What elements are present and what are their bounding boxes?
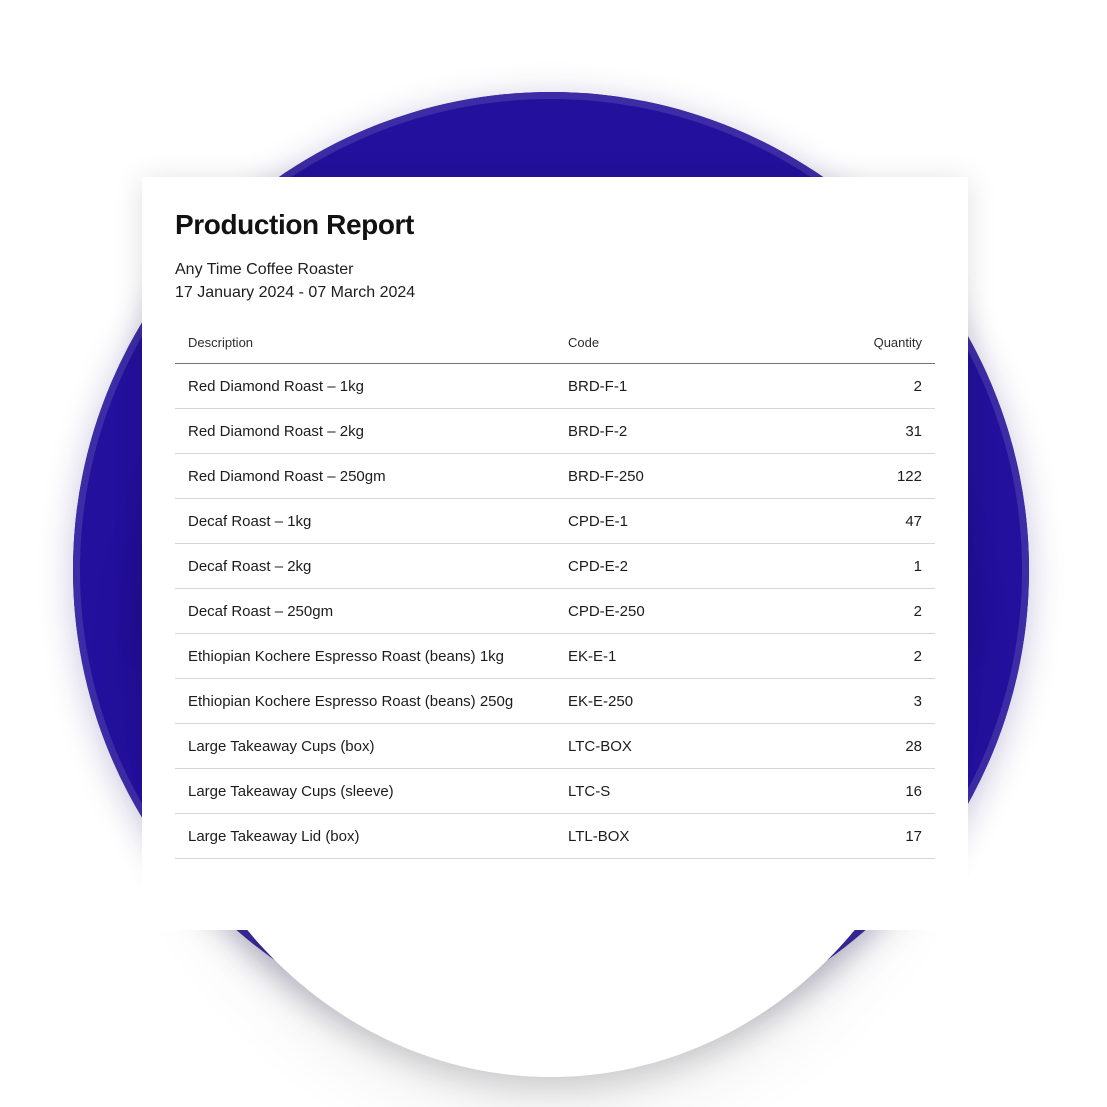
table-row: Large Takeaway Cups (sleeve) LTC-S 16 — [175, 768, 935, 814]
cell-quantity: 122 — [760, 453, 935, 499]
cell-code: CPD-E-1 — [555, 498, 761, 544]
cell-description: Red Diamond Roast – 1kg — [175, 363, 555, 409]
cell-quantity: 2 — [760, 588, 935, 634]
table-row: Ethiopian Kochere Espresso Roast (beans)… — [175, 678, 935, 724]
cell-code: LTC-BOX — [555, 723, 761, 769]
table-row: Large Takeaway Lid (box) LTL-BOX 17 — [175, 813, 935, 859]
cell-code: BRD-F-250 — [555, 453, 761, 499]
table-row: Decaf Roast – 250gm CPD-E-250 2 — [175, 588, 935, 634]
cell-quantity: 17 — [760, 813, 935, 859]
cell-code: EK-E-250 — [555, 678, 761, 724]
cell-description: Large Takeaway Cups (box) — [175, 723, 555, 769]
cell-description: Decaf Roast – 250gm — [175, 588, 555, 634]
cell-description: Ethiopian Kochere Espresso Roast (beans)… — [175, 633, 555, 679]
cell-quantity: 3 — [760, 678, 935, 724]
cell-description: Large Takeaway Lid (box) — [175, 813, 555, 859]
cell-code: CPD-E-2 — [555, 543, 761, 589]
column-header-code: Code — [555, 335, 761, 364]
table-header-row: Description Code Quantity — [175, 335, 935, 364]
cell-code: LTL-BOX — [555, 813, 761, 859]
table-body: Red Diamond Roast – 1kg BRD-F-1 2 Red Di… — [175, 363, 935, 859]
column-header-quantity: Quantity — [760, 335, 935, 364]
company-name: Any Time Coffee Roaster — [175, 261, 354, 278]
page-title: Production Report — [175, 209, 414, 240]
cell-code: LTC-S — [555, 768, 761, 814]
date-range: 17 January 2024 - 07 March 2024 — [175, 284, 416, 301]
cell-code: BRD-F-1 — [555, 363, 761, 409]
table-row: Decaf Roast – 1kg CPD-E-1 47 — [175, 498, 935, 544]
cell-code: CPD-E-250 — [555, 588, 761, 634]
column-header-description: Description — [175, 335, 555, 364]
table-row: Large Takeaway Cups (box) LTC-BOX 28 — [175, 723, 935, 769]
cell-description: Decaf Roast – 2kg — [175, 543, 555, 589]
table-row: Red Diamond Roast – 2kg BRD-F-2 31 — [175, 408, 935, 454]
cell-code: BRD-F-2 — [555, 408, 761, 454]
cell-description: Ethiopian Kochere Espresso Roast (beans)… — [175, 678, 555, 724]
report-subtitle: Any Time Coffee Roaster 17 January 2024 … — [175, 258, 935, 304]
cell-quantity: 1 — [760, 543, 935, 589]
table-row: Red Diamond Roast – 1kg BRD-F-1 2 — [175, 363, 935, 409]
table-row: Ethiopian Kochere Espresso Roast (beans)… — [175, 633, 935, 679]
cell-quantity: 28 — [760, 723, 935, 769]
cell-quantity: 47 — [760, 498, 935, 544]
cell-quantity: 16 — [760, 768, 935, 814]
cell-quantity: 2 — [760, 363, 935, 409]
table-row: Red Diamond Roast – 250gm BRD-F-250 122 — [175, 453, 935, 499]
cell-quantity: 2 — [760, 633, 935, 679]
cell-description: Decaf Roast – 1kg — [175, 498, 555, 544]
report-card: Production Report Any Time Coffee Roaste… — [142, 177, 968, 930]
cell-description: Red Diamond Roast – 2kg — [175, 408, 555, 454]
cell-description: Red Diamond Roast – 250gm — [175, 453, 555, 499]
cell-code: EK-E-1 — [555, 633, 761, 679]
table-row: Decaf Roast – 2kg CPD-E-2 1 — [175, 543, 935, 589]
cell-description: Large Takeaway Cups (sleeve) — [175, 768, 555, 814]
production-table: Description Code Quantity Red Diamond Ro… — [175, 335, 935, 859]
cell-quantity: 31 — [760, 408, 935, 454]
